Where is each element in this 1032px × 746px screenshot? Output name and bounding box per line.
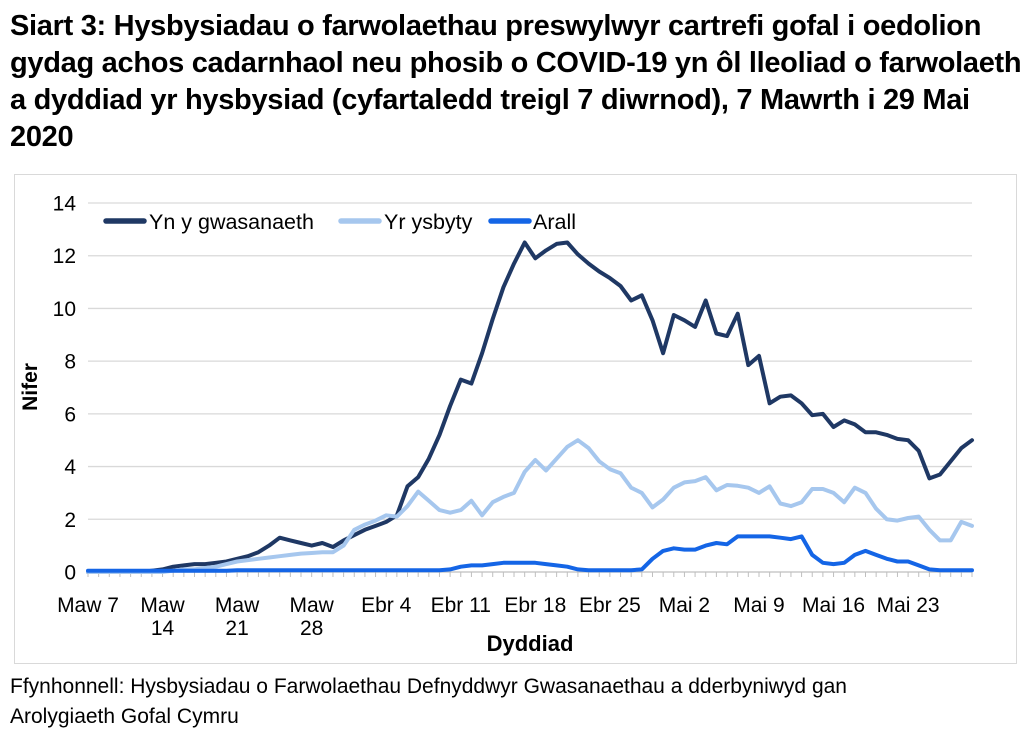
x-tick-label: Mai 16 bbox=[802, 594, 865, 617]
y-tick-label: 4 bbox=[64, 456, 76, 479]
x-tick-label: Maw 21 bbox=[215, 594, 260, 640]
x-tick-label: Mai 9 bbox=[733, 594, 784, 617]
x-tick-label: Maw 14 bbox=[140, 594, 185, 640]
y-tick-label: 6 bbox=[64, 403, 76, 426]
y-tick-label: 12 bbox=[53, 245, 76, 268]
series-line-1 bbox=[86, 240, 974, 574]
legend-label: Yr ysbyty bbox=[384, 210, 473, 234]
series-line-2 bbox=[86, 438, 974, 574]
x-axis-title: Dyddiad bbox=[487, 631, 574, 656]
series-line-3 bbox=[86, 534, 974, 573]
x-tick-label: Ebr 25 bbox=[579, 594, 641, 617]
x-tick-label: Ebr 18 bbox=[504, 594, 566, 617]
x-tick-label: Maw 7 bbox=[57, 594, 119, 617]
x-tick-label: Ebr 11 bbox=[431, 594, 491, 617]
y-tick-label: 10 bbox=[53, 298, 76, 321]
y-tick-label: 8 bbox=[64, 351, 76, 374]
y-tick-label: 0 bbox=[64, 562, 76, 585]
x-tick-label: Mai 23 bbox=[877, 594, 940, 617]
x-tick-label: Maw 28 bbox=[289, 594, 334, 640]
legend-label: Arall bbox=[533, 210, 576, 234]
y-tick-label: 14 bbox=[53, 193, 77, 216]
y-axis-title: Nifer bbox=[19, 363, 42, 411]
x-tick-label: Ebr 4 bbox=[361, 594, 412, 617]
chart-frame: 0 2 4 6 8 10 12 14 Maw 7 Maw 14 Maw 21 Maw 28 Ebr 4 Ebr … bbox=[14, 174, 1017, 664]
line-chart-canvas: 0 2 4 6 8 10 12 14 Maw 7 Maw 14 Maw 21 Maw 28 Ebr 4 Ebr … bbox=[19, 193, 974, 656]
chart-title: Siart 3: Hysbysiadau o farwolaethau pres… bbox=[10, 10, 1022, 153]
x-tick-label: Mai 2 bbox=[659, 594, 710, 617]
source-note: Ffynhonnell: Hysbysiadau o Farwolaethau … bbox=[10, 675, 847, 728]
legend-label: Yn y gwasanaeth bbox=[149, 210, 314, 234]
y-tick-label: 2 bbox=[64, 509, 76, 532]
